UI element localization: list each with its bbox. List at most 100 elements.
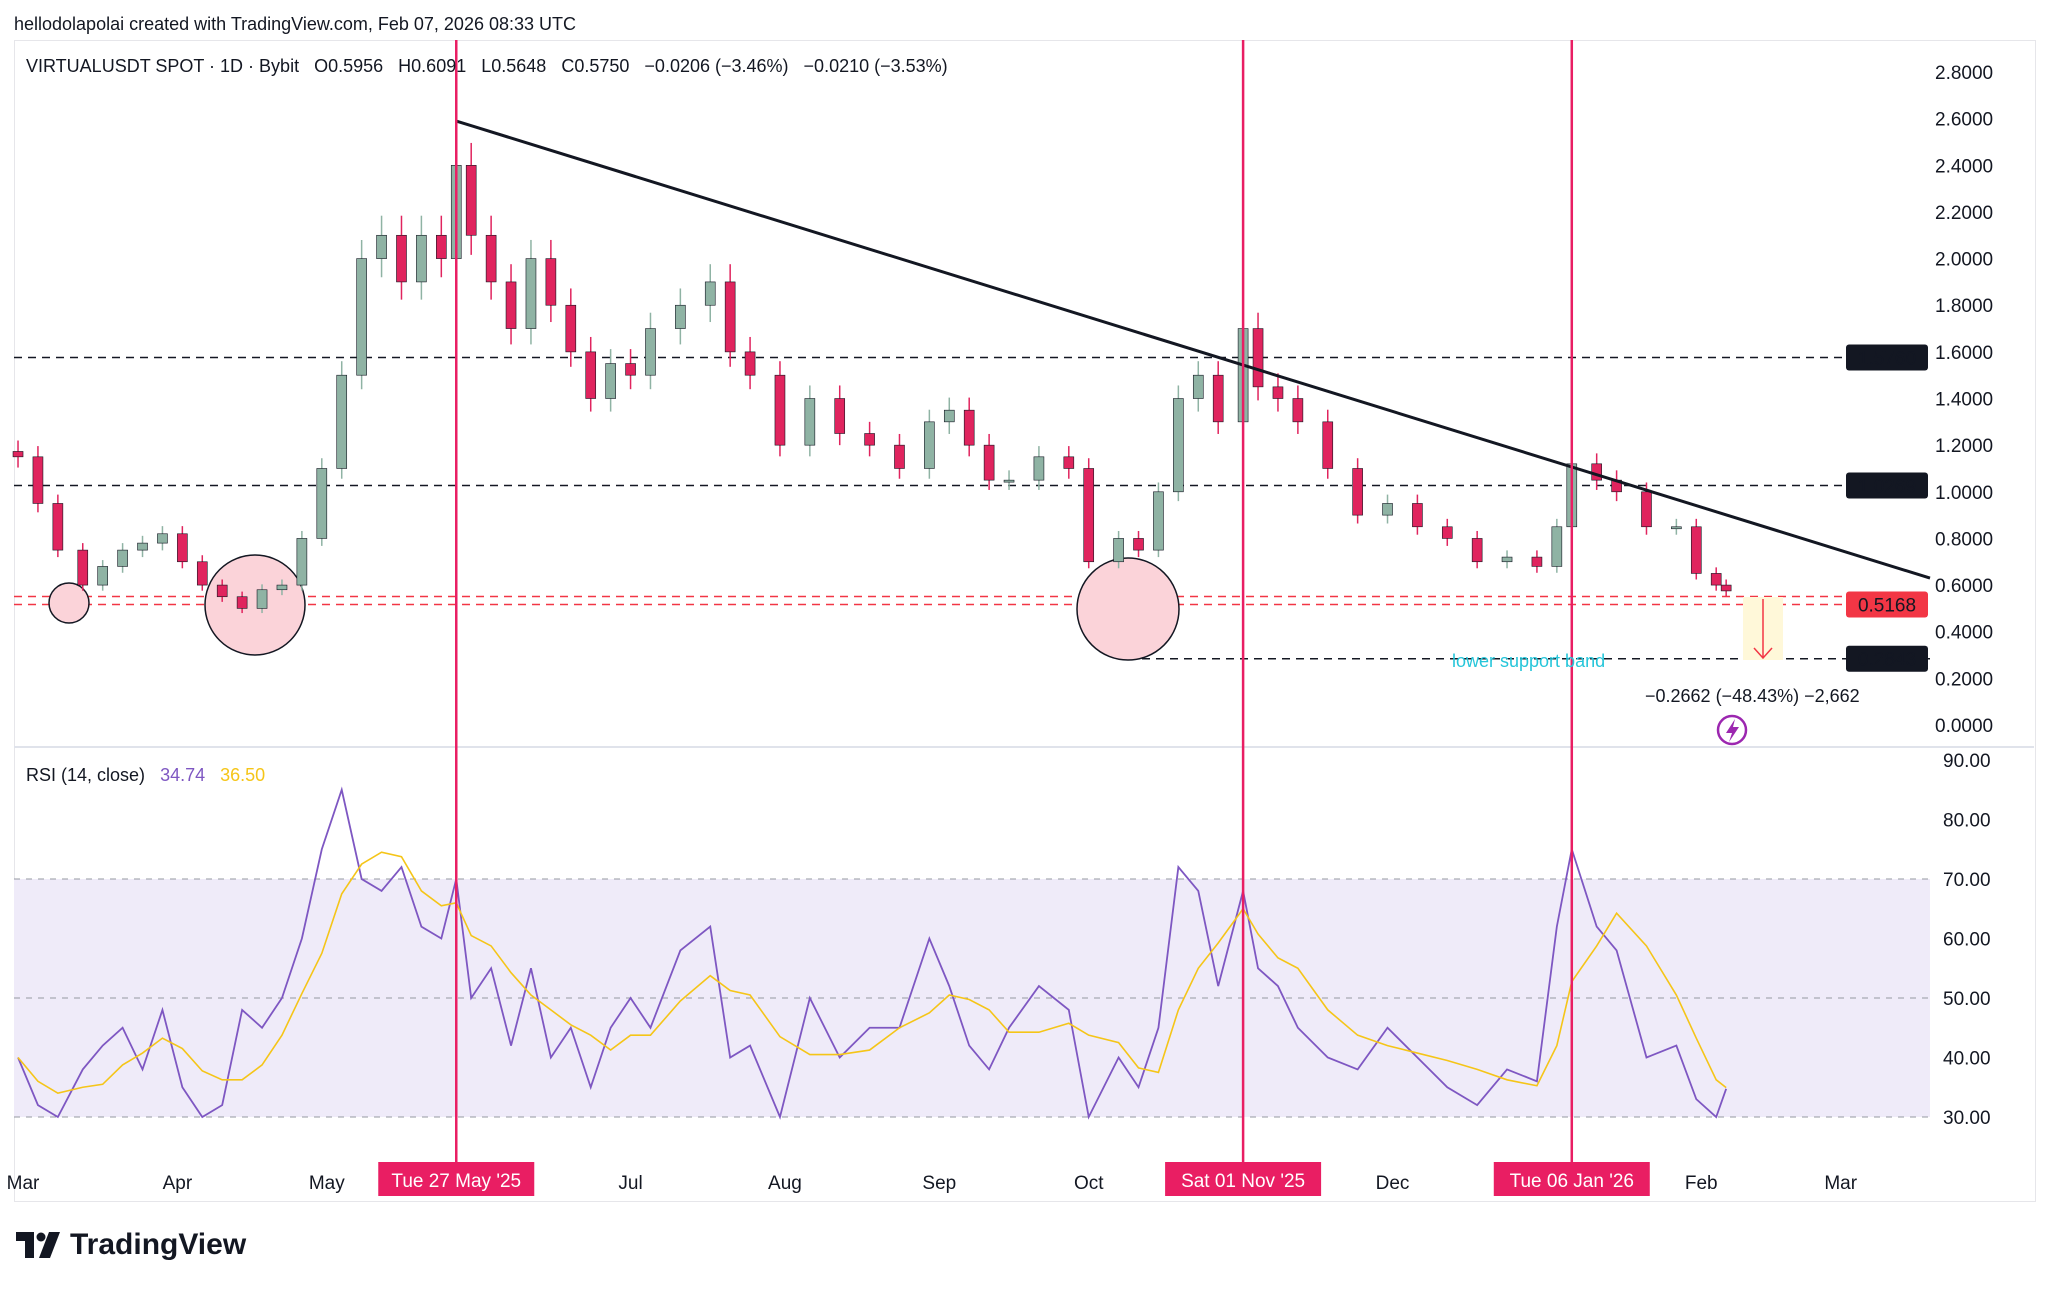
candle-body [774,374,786,446]
rsi-ma-value: 36.50 [220,765,265,785]
price-tick-label: 2.8000 [1935,63,1993,84]
rsi-tick-label: 50.00 [1943,989,1991,1010]
ohlc-legend: VIRTUALUSDT SPOT · 1D · Bybit O0.5956 H0… [26,56,948,76]
candle-body [645,328,656,376]
candle-body [585,351,597,399]
rsi-lines [17,786,1728,1120]
candle-body [1033,456,1045,481]
candle-body [894,444,905,469]
price-tick-label: 0.4000 [1935,623,1993,644]
candle-body [376,234,387,259]
candle-body [1322,421,1334,469]
candle-body [196,561,208,586]
candle-body [256,589,268,609]
event-date-labels: Tue 27 May '25 Sat 01 Nov '25 Tue 06 Jan '… [378,1162,1650,1196]
measure-text: −0.2662 (−48.43%) −2,662 [1645,686,1860,706]
rsi-tick-label: 30.00 [1943,1108,1991,1129]
time-tick-label: Jul [618,1173,642,1194]
event-lines [455,40,1574,1162]
candle-body [276,584,288,591]
level-label-box [1846,591,1928,618]
candle-body [1292,398,1304,423]
candle-body [52,503,64,551]
rsi-axis[interactable]: 30.00 40.00 50.00 60.00 70.00 80.00 90.00 [1943,751,1991,1129]
candle-body [834,398,846,434]
level-labels: 1.5760 1.0269 0.5168 0.2843 [1846,344,1928,672]
candle-body [416,234,427,283]
rsi-legend: RSI (14, close) 34.74 36.50 [26,765,265,785]
candle-body [505,281,517,329]
candle-body [1501,556,1513,563]
time-tick-label: Dec [1376,1173,1410,1194]
highlight-circle [204,554,306,656]
event-date-label: Tue 27 May '25 [391,1171,521,1192]
trendline[interactable] [455,119,1931,580]
level-label-box [1846,472,1928,499]
candle-body [1710,573,1722,586]
candle-body [1272,386,1284,399]
time-tick-label: May [309,1173,345,1194]
time-tick-label: Apr [163,1173,193,1194]
close-value: C0.5750 [561,56,629,76]
candle-body [1641,491,1652,528]
candle-body [1382,503,1393,516]
rsi-tick-label: 90.00 [1943,751,1991,772]
level-label: 0.5168 [1858,595,1916,616]
price-tick-label: 1.2000 [1935,436,1993,457]
candle-body [704,281,716,306]
candle-body [605,363,616,399]
chart-frame [14,40,2036,1202]
price-tick-label: 0.6000 [1935,576,1993,597]
candle-body [1153,491,1164,551]
candle-body [336,374,348,469]
candle-body [724,281,736,353]
candle-body [625,363,636,376]
candle-body [1690,526,1702,574]
rsi-tick-label: 40.00 [1943,1049,1991,1070]
price-tick-label: 1.8000 [1935,296,1993,317]
rsi-tick-label: 80.00 [1943,811,1991,832]
rsi-value: 34.74 [160,765,205,785]
lightning-icon[interactable] [1716,714,1748,746]
change-value-2: −0.0210 (−3.53%) [804,56,948,76]
candle-body [97,566,108,586]
event-date-box [1165,1162,1322,1196]
candle-body [1113,538,1124,563]
candle-body [316,468,328,539]
price-tick-label: 1.0000 [1935,483,1993,504]
price-tick-label: 0.0000 [1935,716,1993,737]
chart-credit: hellodolapolai created with TradingView.… [14,14,577,34]
candle-body [804,398,816,446]
candle-body [177,533,188,563]
tradingview-logo[interactable]: TradingView [16,1228,246,1262]
measure-arrow-head [1753,647,1773,660]
price-axis[interactable]: 0.0000 0.2000 0.4000 0.6000 0.8000 1.0000 1.20… [1935,63,1993,737]
candle-body [1671,526,1682,530]
candle-body [924,421,935,469]
candle-body [465,165,477,236]
price-tick-label: 2.2000 [1935,203,1993,224]
rsi-band-fill [14,879,1930,1117]
candle-body [525,258,537,329]
event-date-box [1493,1162,1650,1196]
level-label: 1.5760 [1858,348,1916,369]
time-axis[interactable]: Mar Apr May Jul Aug Sep Oct Dec Feb Mar [7,1173,1858,1194]
candle-body [1063,456,1075,469]
candle-body [137,542,148,551]
highlight-circles [48,554,1180,661]
candle-body [117,549,128,567]
candles [12,142,1732,614]
candle-body [1412,503,1423,528]
rsi-line [17,786,1728,1120]
candle-body [963,409,975,446]
level-label: 0.2843 [1858,650,1916,671]
level-label-box [1846,344,1928,371]
candle-body [296,538,308,586]
open-value: O0.5956 [314,56,383,76]
candle-body [1003,479,1015,483]
symbol-label: VIRTUALUSDT SPOT · 1D · Bybit [26,56,299,76]
highlight-circle [1076,557,1180,661]
change-value: −0.0206 (−3.46%) [644,56,788,76]
candle-body [32,456,44,504]
